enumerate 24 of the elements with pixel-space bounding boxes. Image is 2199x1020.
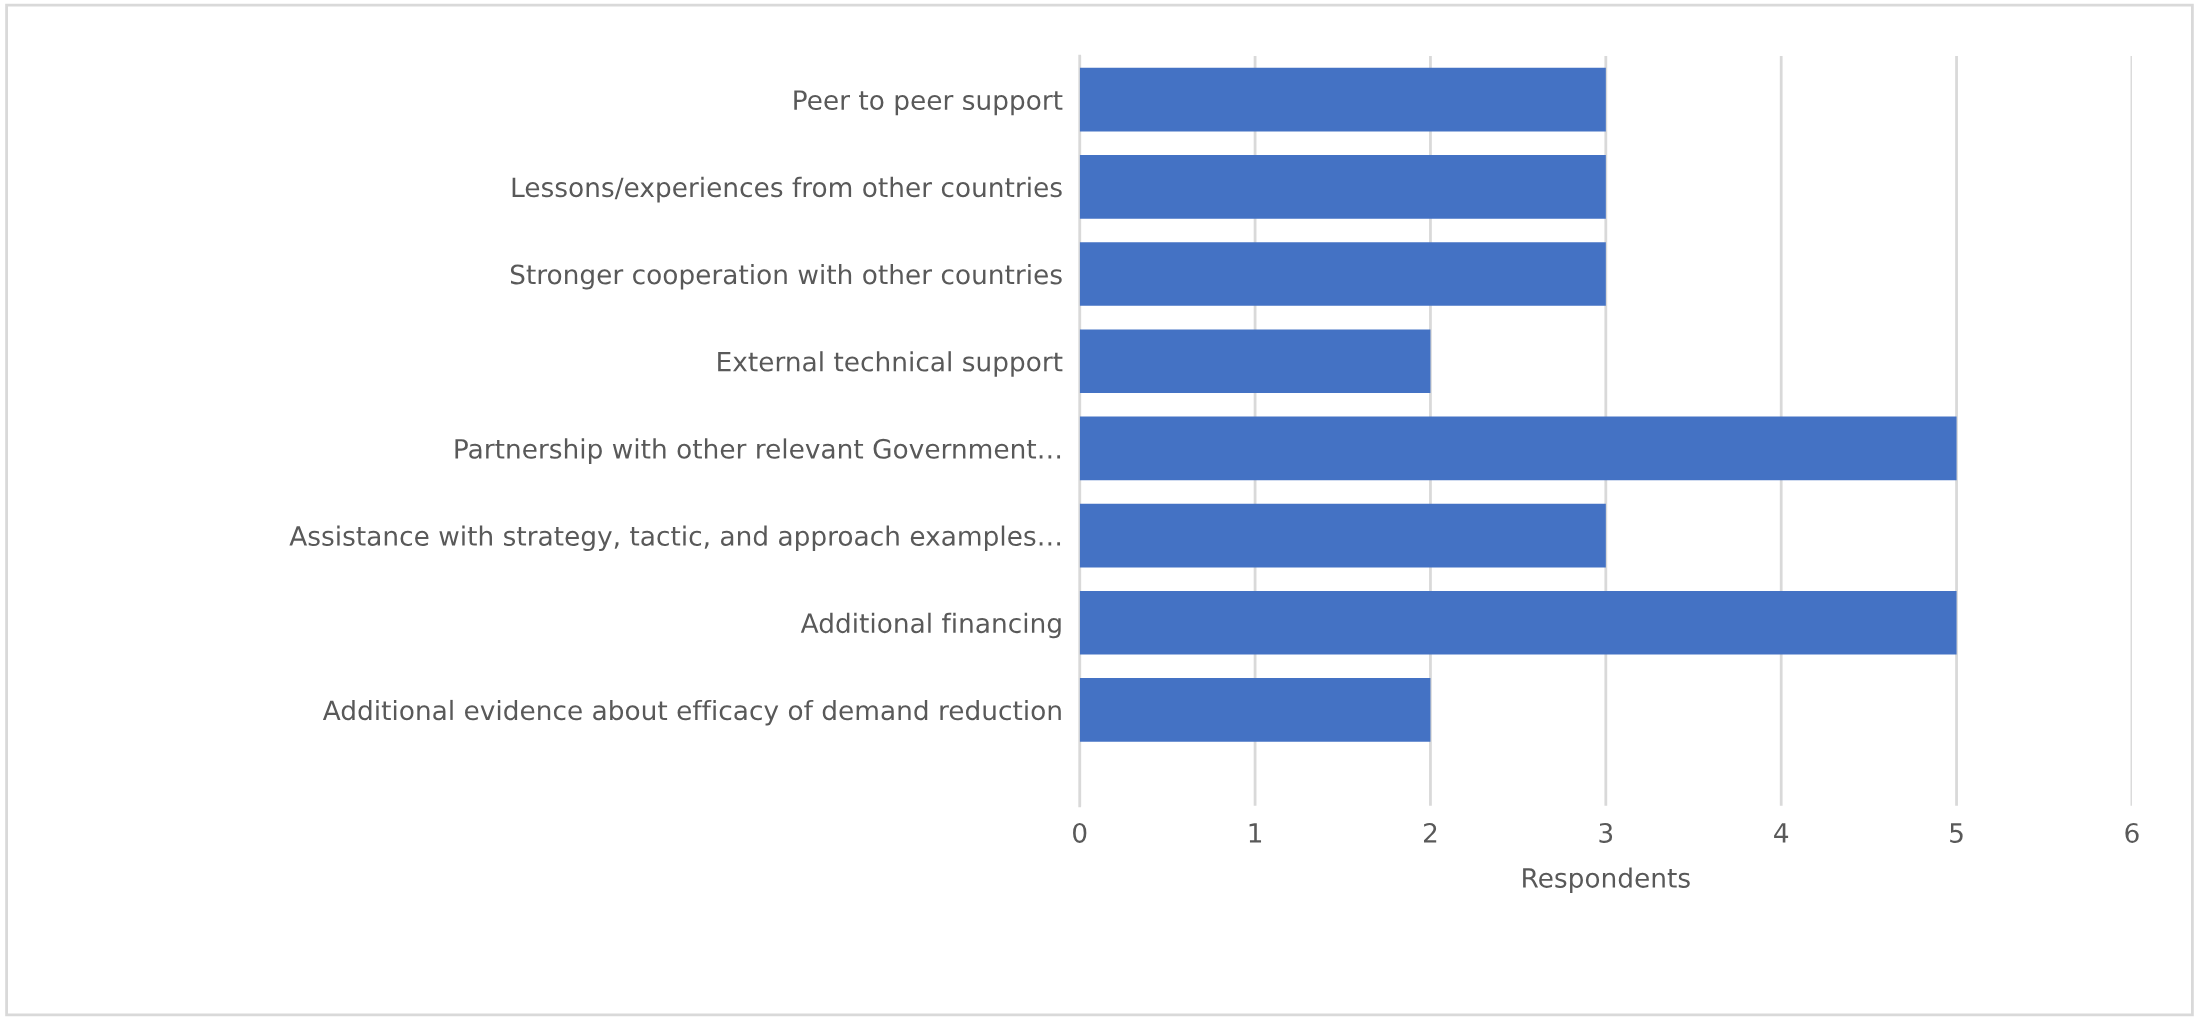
- x-tick-label: 2: [1423, 822, 1437, 843]
- y-tick-label: Additional financing: [800, 612, 1061, 639]
- x-tick-label: 1: [1249, 823, 1262, 843]
- bar: [1079, 329, 1431, 394]
- y-tick-label: Partnership with other relevant Government…: [455, 438, 1061, 464]
- x-tick-label: 5: [1950, 823, 1963, 843]
- x-tick-label: 3: [1599, 822, 1613, 843]
- bar: [1079, 503, 1606, 568]
- y-tick-label: Assistance with strategy, tactic, and approach examples…: [289, 525, 1061, 552]
- x-tick-label: 0: [1073, 822, 1087, 843]
- y-tick-label: External technical support: [718, 351, 1063, 377]
- x-axis-title: Respondents: [1523, 867, 1690, 893]
- bar: [1079, 155, 1606, 219]
- y-tick-label: Peer to peer support: [794, 90, 1063, 116]
- bar: [1079, 416, 1957, 481]
- bar: [1079, 242, 1606, 306]
- x-tick-label: 4: [1774, 823, 1789, 843]
- y-tick-label: Additional evidence about efficacy of demand reduction: [322, 699, 1061, 726]
- bar: [1079, 678, 1431, 742]
- x-tick-label: 6: [2125, 822, 2139, 843]
- y-tick-label: Stronger cooperation with other countries: [510, 264, 1062, 290]
- bar: [1079, 590, 1957, 655]
- y-tick-label: Lessons/experiences from other countries: [512, 176, 1062, 203]
- bar: [1079, 67, 1606, 132]
